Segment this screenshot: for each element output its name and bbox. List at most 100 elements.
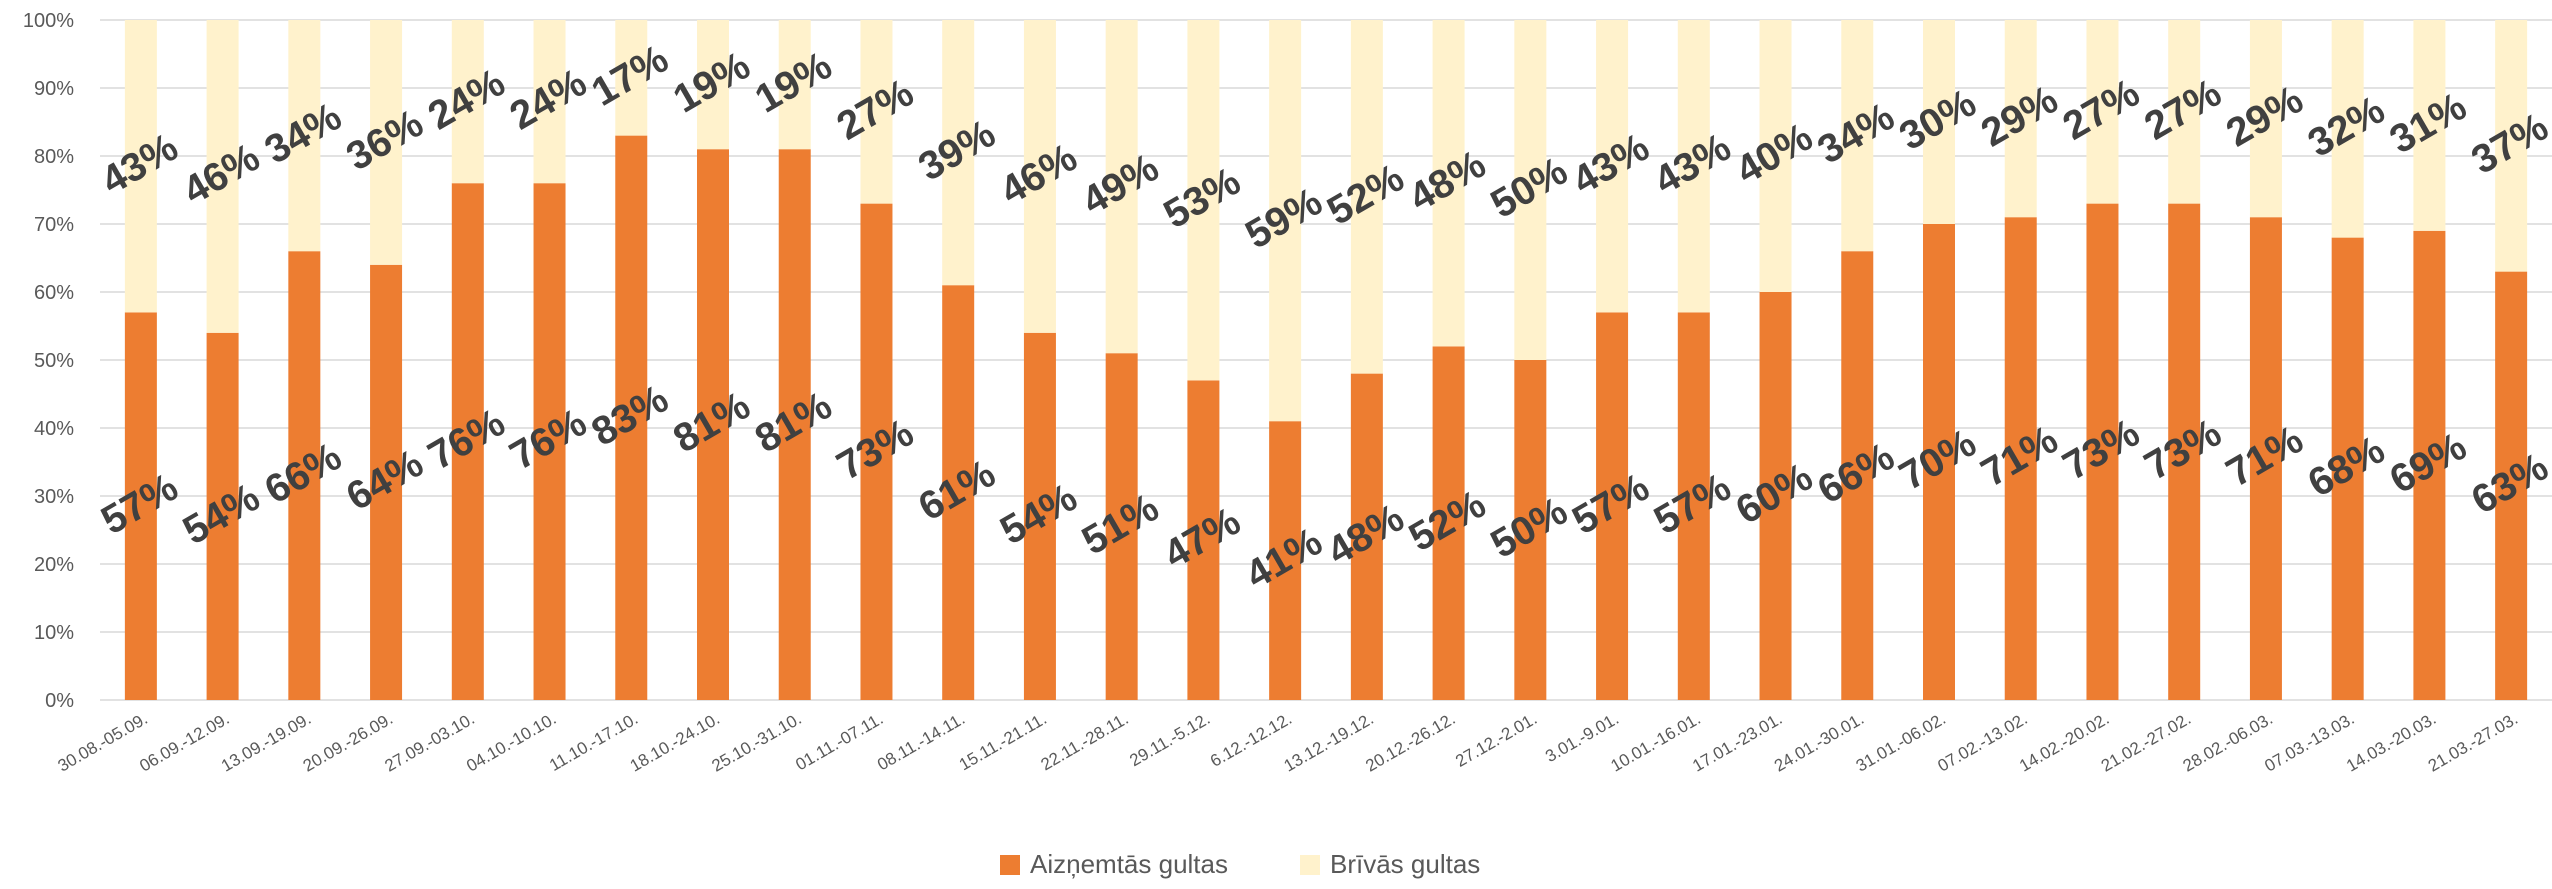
bar-occupied: [1105, 353, 1138, 700]
bar-free: [2086, 20, 2119, 204]
y-tick-label: 80%: [34, 146, 74, 168]
bar-occupied: [1677, 312, 1710, 700]
bar-occupied: [1432, 346, 1465, 700]
bar-free: [2168, 20, 2201, 204]
bar-free: [206, 20, 239, 333]
bar-occupied: [1759, 292, 1792, 700]
y-tick-label: 20%: [34, 554, 74, 576]
bar-free: [615, 20, 648, 136]
bar-occupied: [2495, 271, 2528, 700]
bar-occupied: [2004, 217, 2037, 700]
bar-occupied: [778, 149, 811, 700]
x-tick-label: 20.12.-26.12.: [1362, 709, 1458, 776]
bar-free: [533, 20, 566, 184]
x-tick-label: 22.11.-28.11.: [1038, 709, 1132, 774]
bar-free: [1596, 20, 1629, 313]
bar-occupied: [1269, 421, 1302, 700]
y-tick-label: 10%: [34, 622, 74, 644]
bar-occupied: [2331, 237, 2364, 700]
y-tick-label: 30%: [34, 486, 74, 508]
x-tick-label: 21.02.-27.02.: [2098, 709, 2194, 776]
bar-occupied: [288, 251, 321, 700]
bar-free: [697, 20, 729, 150]
bar-free: [1432, 20, 1465, 347]
x-tick-label: 14.02.-20.02.: [2016, 709, 2112, 776]
bar-occupied: [1923, 224, 1955, 700]
x-tick-label: 17.01.-23.01.: [1689, 709, 1785, 776]
gridlines: [100, 19, 2552, 701]
bar-occupied: [1023, 332, 1056, 700]
bar-free: [2004, 20, 2037, 218]
bar-occupied: [697, 149, 729, 700]
bar-free: [2413, 20, 2446, 231]
bar-occupied: [1841, 251, 1874, 700]
x-tick-label: 29.11.-5.12.: [1126, 709, 1213, 770]
bar-free: [1023, 20, 1056, 333]
x-tick-label: 30.08.-05.09.: [55, 709, 151, 776]
x-tick-label: 01.11.-07.11.: [792, 709, 886, 774]
y-axis-tick-labels: 0% 10% 20% 30% 40% 50% 60% 70% 80% 90% 100%: [23, 10, 74, 712]
bar-occupied: [533, 183, 566, 700]
bar-occupied: [206, 332, 239, 700]
x-tick-label: 11.10.-17.10.: [546, 709, 641, 775]
bar-occupied: [1514, 360, 1547, 700]
bar-free: [942, 20, 975, 286]
bar-free: [778, 20, 811, 150]
x-tick-label: 13.09.-19.09.: [218, 709, 314, 776]
x-tick-label: 24.01.-30.01.: [1771, 709, 1867, 776]
bars: [124, 20, 2528, 701]
y-tick-label: 40%: [34, 418, 74, 440]
y-tick-label: 100%: [23, 10, 74, 32]
x-tick-label: 08.11.-14.11.: [874, 709, 968, 774]
bar-occupied: [2168, 203, 2201, 700]
x-tick-label: 10.01.-16.01.: [1608, 709, 1704, 776]
x-tick-label: 25.10.-31.10.: [708, 709, 804, 776]
bar-occupied: [615, 135, 648, 701]
bar-free: [860, 20, 893, 204]
x-tick-label: 14.03.-20.03.: [2343, 709, 2439, 776]
x-axis-category-labels: 30.08.-05.09.06.09.-12.09.13.09.-19.09.2…: [55, 709, 2522, 776]
legend-label: Brīvās gultas: [1330, 849, 1480, 879]
x-tick-label: 27.09.-03.10.: [382, 709, 478, 776]
bar-occupied: [124, 312, 157, 700]
bar-free: [2331, 20, 2364, 238]
bar-free: [1269, 20, 1302, 422]
bar-free: [2495, 20, 2528, 272]
bar-free: [451, 20, 484, 184]
x-tick-label: 07.03.-13.03.: [2261, 709, 2357, 776]
x-tick-label: 04.10.-10.10.: [463, 709, 559, 776]
bar-free: [1841, 20, 1874, 252]
bar-free: [288, 20, 321, 252]
bar-free: [1105, 20, 1138, 354]
bar-free: [2249, 20, 2282, 218]
x-tick-label: 13.12.-19.12.: [1281, 709, 1377, 776]
x-tick-label: 18.10.-24.10.: [627, 709, 723, 776]
x-tick-label: 28.02.-06.03.: [2180, 709, 2276, 776]
bar-occupied: [860, 203, 893, 700]
bar-free: [1187, 20, 1220, 381]
bar-occupied: [2413, 230, 2446, 701]
bar-free: [1514, 20, 1547, 360]
y-tick-label: 60%: [34, 282, 74, 304]
legend-swatch: [1300, 855, 1320, 875]
x-tick-label: 27.12.-2.01.: [1452, 709, 1540, 771]
bar-occupied: [2249, 217, 2282, 700]
legend-swatch: [1000, 855, 1020, 875]
x-tick-label: 20.09.-26.09.: [300, 709, 396, 776]
legend-label: Aizņemtās gultas: [1030, 849, 1228, 879]
bar-free: [370, 20, 403, 265]
legend: Aizņemtās gultas Brīvās gultas: [1000, 849, 1480, 879]
x-tick-label: 15.11.-21.11.: [956, 709, 1050, 774]
bar-occupied: [1350, 373, 1383, 700]
bar-occupied: [2086, 203, 2119, 700]
bar-occupied: [942, 285, 975, 700]
y-tick-label: 0%: [45, 690, 74, 712]
x-tick-label: 06.09.-12.09.: [136, 709, 232, 776]
bar-occupied: [451, 183, 484, 700]
bar-free: [1350, 20, 1383, 374]
bar-occupied: [1596, 312, 1629, 700]
bar-free: [124, 20, 157, 313]
bar-free: [1923, 20, 1955, 224]
